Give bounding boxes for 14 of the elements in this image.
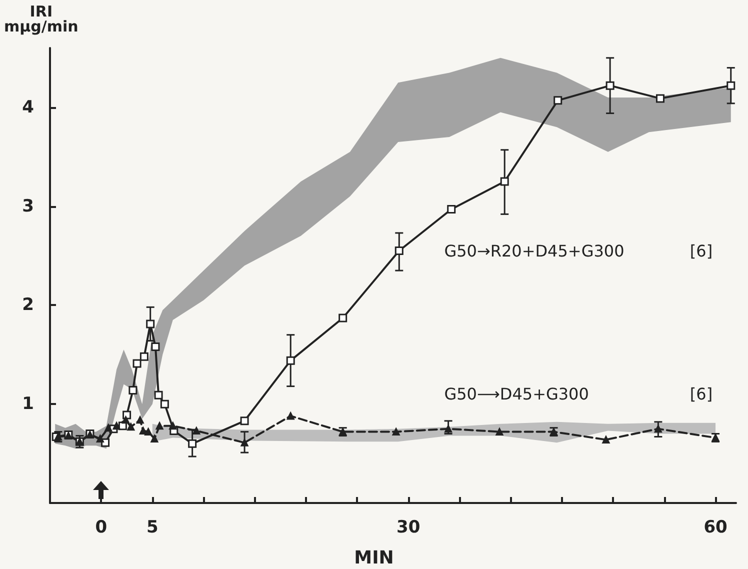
annotation: [6] [690,241,713,260]
y-tick-label: 3 [22,196,34,216]
y-axis-title: IRI mμg/min [4,2,78,36]
series-label: G50→R20+D45+G300 [444,241,624,260]
x-tick-label: 30 [396,518,420,538]
x-tick-label: 60 [704,518,728,538]
x-tick-label: 5 [146,518,158,538]
annotation: [6] [690,384,713,404]
y-tick-label: 2 [22,295,34,316]
x-tick-label: 0 [95,518,108,538]
y-tick-label: 1 [22,394,34,414]
series-label: G50⟶D45+G300 [444,384,589,404]
y-tick-label: 4 [22,97,34,118]
x-axis-title: MIN [354,548,394,568]
